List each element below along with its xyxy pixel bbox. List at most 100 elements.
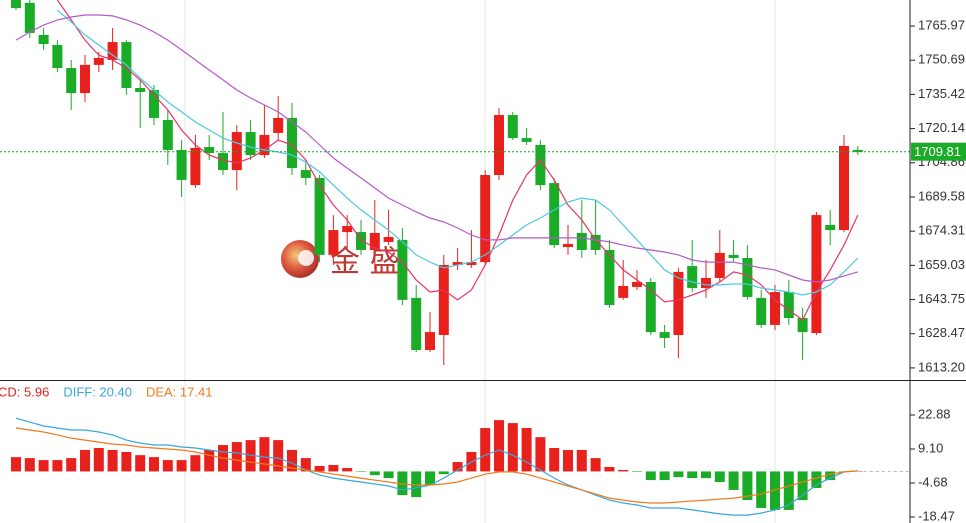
macd-bar <box>756 471 767 508</box>
candle-body <box>342 226 353 233</box>
candle-body <box>852 149 863 152</box>
moving-average <box>15 14 858 283</box>
logo-inner <box>298 250 314 266</box>
macd-bar <box>714 471 725 483</box>
legend: CD: 5.96 DIFF: 20.40 DEA: 17.41 <box>0 384 212 399</box>
candle-body <box>811 215 822 334</box>
candle-body <box>176 149 187 180</box>
macd-bar <box>825 471 836 481</box>
candle-body <box>494 115 504 176</box>
y-tick-label: 1659.03 <box>918 257 965 272</box>
candle-body <box>314 177 325 255</box>
macd-bar <box>397 471 408 496</box>
candle-body <box>231 132 242 171</box>
candle-body <box>411 297 422 351</box>
candle-body <box>397 239 408 300</box>
y-tick-label: 1674.31 <box>918 223 965 238</box>
macd-bar <box>52 460 63 472</box>
candle-body <box>369 232 380 250</box>
macd-bar <box>604 466 615 472</box>
candle-body <box>783 292 794 319</box>
macd-bar <box>24 458 35 472</box>
macd-bar <box>563 449 573 472</box>
candle-body <box>839 145 849 231</box>
macd-bar <box>701 471 711 479</box>
candle-body <box>11 0 21 9</box>
candle-body <box>38 34 49 45</box>
moving-average <box>57 9 859 296</box>
macd-bar <box>494 420 504 472</box>
macd-bar <box>742 471 753 501</box>
macd-line <box>15 417 858 516</box>
y-tick-label: 1643.75 <box>918 291 965 306</box>
macd-bar <box>38 460 49 472</box>
candle-body <box>52 44 63 69</box>
candle-body <box>549 183 560 246</box>
candle-body <box>162 119 173 150</box>
candle-body <box>356 232 366 250</box>
macd-bar <box>204 449 215 472</box>
candle-body <box>466 262 477 265</box>
candle-body <box>190 147 201 186</box>
macd-bar <box>507 423 518 472</box>
macd-bar <box>480 428 491 472</box>
candle-body <box>425 332 435 351</box>
macd-bar <box>673 471 684 478</box>
y-tick-label: 1735.42 <box>918 86 965 101</box>
candle-body <box>563 243 573 248</box>
candle-body <box>521 138 532 142</box>
macd-bar <box>356 471 366 472</box>
macd-bar <box>80 449 90 472</box>
watermark: 金 盛 <box>281 240 400 280</box>
candle-body <box>728 254 739 259</box>
macd-bar <box>259 437 270 472</box>
macd-bar <box>149 457 159 472</box>
candle-body <box>328 230 339 255</box>
macd-bar <box>231 442 242 472</box>
candle-body <box>604 249 615 306</box>
y-tick-label: 1750.69 <box>918 52 965 67</box>
candle-body <box>797 318 808 333</box>
candle-body <box>66 68 77 94</box>
candle-body <box>24 2 35 33</box>
macd-bar <box>645 471 656 481</box>
candle-body <box>742 258 753 297</box>
watermark-text: 金 盛 <box>330 245 400 280</box>
macd-bar <box>190 455 201 472</box>
legend-label: DIFF: 20.40 <box>63 384 132 399</box>
macd-bar <box>135 455 146 472</box>
macd-bar <box>452 462 463 472</box>
y-tick-label: 1628.47 <box>918 325 965 340</box>
candle-body <box>507 115 518 139</box>
candle-body <box>287 117 297 169</box>
candle-body <box>204 147 215 154</box>
candle-body <box>632 281 642 287</box>
macd-bar <box>383 471 394 479</box>
macd-bar <box>273 440 284 472</box>
macd-bar <box>328 465 339 472</box>
candle-body <box>438 264 449 336</box>
macd-bar <box>770 471 780 510</box>
candle-body <box>756 297 767 325</box>
candle-body <box>590 234 601 250</box>
candle-body <box>659 332 670 338</box>
candle-body <box>480 175 491 263</box>
candle-body <box>245 132 256 156</box>
macd-bar <box>314 466 325 472</box>
macd-bar <box>549 448 560 472</box>
candle-body <box>701 277 711 289</box>
candle-body <box>383 236 394 242</box>
macd-bar <box>66 458 77 472</box>
macd-bar <box>162 460 173 472</box>
candle-body <box>673 271 684 336</box>
y-tick-label: 1689.58 <box>918 188 965 203</box>
y-tick-label: -4.68 <box>918 474 948 489</box>
candle-body <box>576 232 587 250</box>
y-tick-label: 22.88 <box>918 406 951 421</box>
candle-body <box>714 252 725 278</box>
candle-body <box>273 117 284 133</box>
macd-bar <box>811 471 822 488</box>
macd-bar <box>411 471 422 498</box>
